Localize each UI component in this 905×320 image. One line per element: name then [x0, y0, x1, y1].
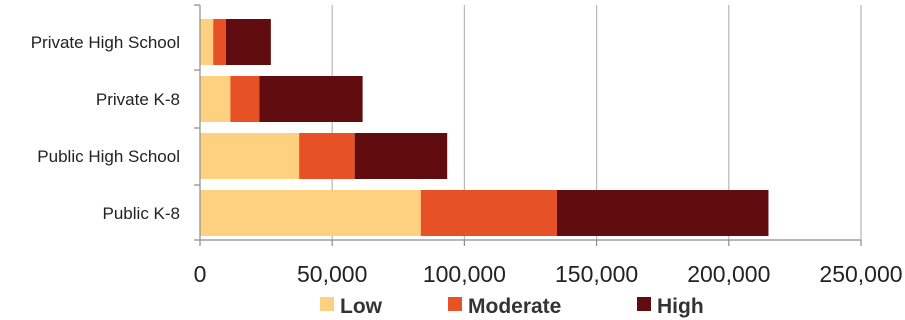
x-tick-label: 250,000 — [819, 261, 902, 287]
bar-low-0 — [200, 19, 214, 65]
bar-high-2 — [354, 133, 448, 179]
legend-swatch-moderate — [448, 297, 462, 311]
x-tick-label: 100,000 — [423, 261, 506, 287]
x-tick-label: 150,000 — [555, 261, 638, 287]
category-label: Private K-8 — [96, 90, 180, 109]
bar-low-2 — [200, 133, 300, 179]
legend-label-high: High — [657, 295, 704, 318]
bar-moderate-2 — [299, 133, 355, 179]
bar-high-3 — [556, 190, 769, 236]
bars — [200, 19, 769, 236]
bar-moderate-1 — [230, 76, 260, 122]
bar-moderate-0 — [213, 19, 226, 65]
legend-swatch-high — [637, 297, 651, 311]
category-label: Public High School — [37, 147, 180, 166]
bar-low-3 — [200, 190, 421, 236]
bar-moderate-3 — [420, 190, 557, 236]
bar-high-1 — [259, 76, 363, 122]
x-tick-label: 50,000 — [297, 261, 367, 287]
legend-swatch-low — [320, 297, 334, 311]
bar-low-1 — [200, 76, 231, 122]
bar-high-0 — [225, 19, 271, 65]
category-label: Private High School — [31, 33, 180, 52]
legend-label-low: Low — [340, 295, 383, 318]
x-tick-label: 0 — [194, 261, 207, 287]
category-label: Public K-8 — [103, 204, 180, 223]
x-tick-label: 200,000 — [687, 261, 770, 287]
legend: Low Moderate High — [320, 295, 704, 318]
legend-label-moderate: Moderate — [468, 295, 561, 318]
